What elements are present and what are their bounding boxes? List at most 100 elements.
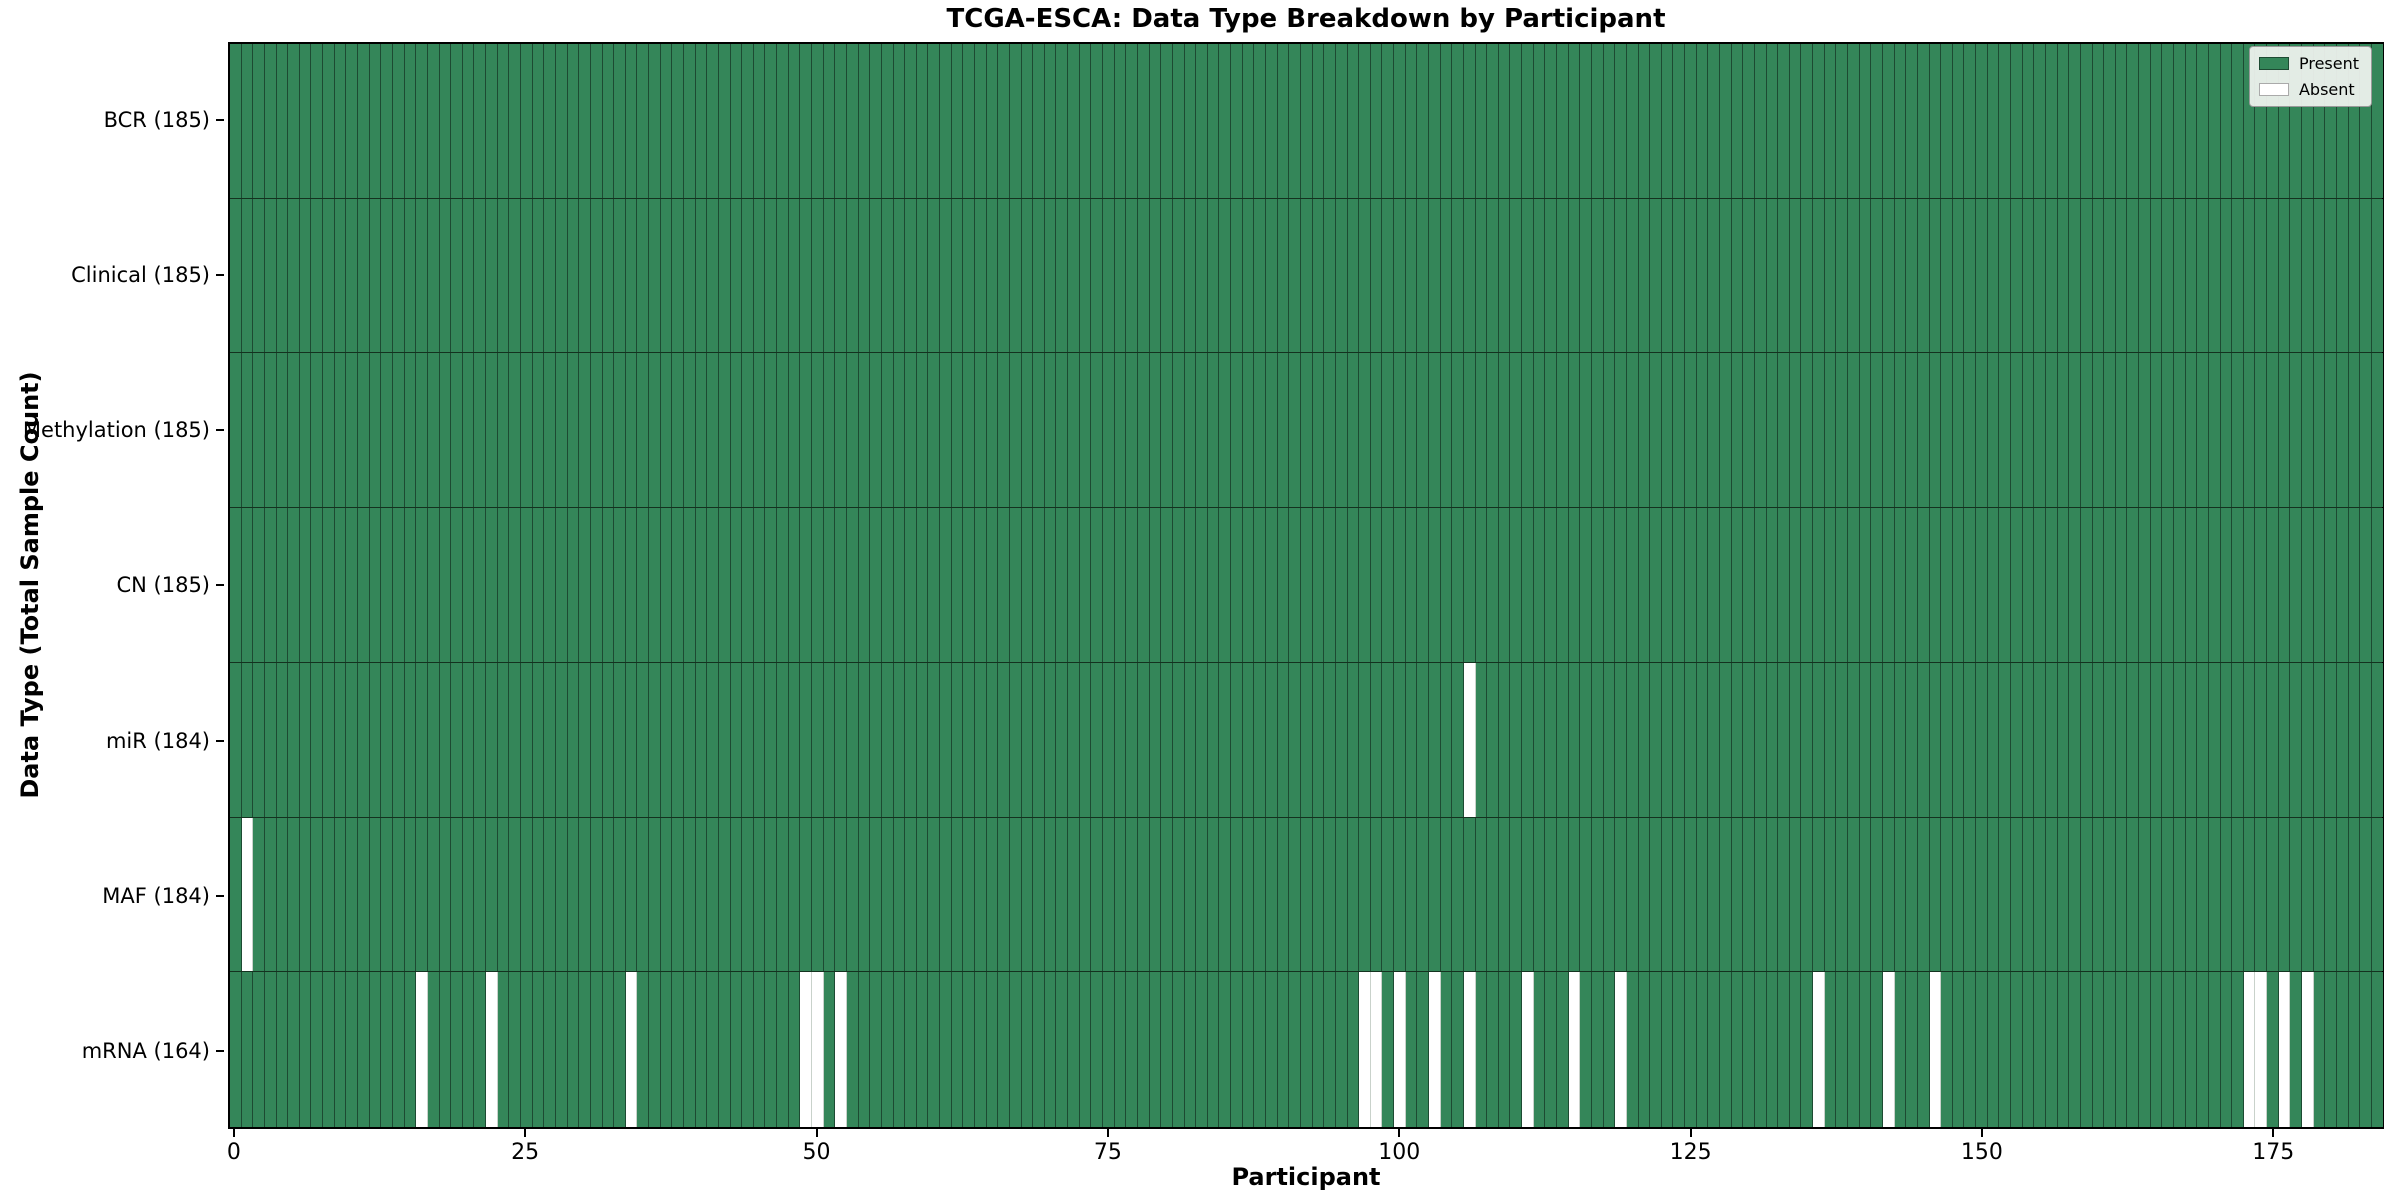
heatmap-cell — [1126, 44, 1138, 198]
heatmap-cell — [1778, 353, 1790, 508]
heatmap-cell — [1720, 972, 1732, 1127]
heatmap-cell — [404, 353, 417, 508]
heatmap-cell — [579, 44, 591, 198]
heatmap-cell — [2360, 817, 2372, 972]
heatmap-cell — [288, 508, 300, 662]
y-tick-BCR: BCR (185) — [0, 42, 226, 197]
heatmap-cell — [1626, 508, 1639, 662]
heatmap-cell — [299, 198, 312, 353]
heatmap-cell — [707, 353, 719, 508]
heatmap-row-miR — [230, 662, 2383, 818]
heatmap-cell — [812, 353, 824, 508]
x-tick-label: 0 — [226, 1140, 241, 1165]
heatmap-cell — [2127, 198, 2140, 353]
heatmap-cell — [1882, 817, 1895, 972]
heatmap-cell — [800, 353, 813, 508]
heatmap-cell — [2325, 972, 2337, 1127]
legend-present-swatch — [2258, 57, 2289, 70]
heatmap-cell — [1068, 353, 1080, 508]
heatmap-cell — [276, 353, 289, 508]
heatmap-cell — [951, 353, 964, 508]
heatmap-cell — [986, 198, 999, 353]
heatmap-cell — [1231, 662, 1243, 817]
heatmap-cell — [800, 662, 813, 817]
heatmap-cell — [975, 198, 987, 353]
x-tick-label: 25 — [511, 1140, 540, 1165]
heatmap-cell — [1196, 198, 1208, 353]
heatmap-cell — [253, 662, 265, 817]
heatmap-cell — [788, 198, 801, 353]
heatmap-cell — [1917, 662, 1930, 817]
heatmap-cell — [2150, 972, 2163, 1127]
heatmap-cell — [1638, 972, 1651, 1127]
heatmap-cell — [707, 198, 719, 353]
heatmap-cell — [2069, 198, 2081, 353]
heatmap-cell — [777, 972, 789, 1127]
heatmap-cell — [1324, 44, 1336, 198]
heatmap-cell — [1428, 198, 1441, 353]
heatmap-cell — [1347, 44, 1360, 198]
heatmap-cell — [462, 198, 475, 353]
heatmap-cell — [474, 817, 487, 972]
heatmap-cell — [1580, 972, 1592, 1127]
heatmap-cell — [2243, 198, 2256, 353]
heatmap-cell — [1650, 44, 1662, 198]
x-tick-label: 175 — [2252, 1140, 2295, 1165]
heatmap-cell — [1626, 198, 1639, 353]
heatmap-cell — [905, 508, 917, 662]
heatmap-cell — [683, 353, 696, 508]
heatmap-cell — [1452, 44, 1464, 198]
heatmap-cell — [2313, 662, 2326, 817]
heatmap-cell — [1673, 353, 1686, 508]
heatmap-cell — [1417, 662, 1429, 817]
x-tick-mark — [2272, 1129, 2275, 1137]
heatmap-cell — [2069, 44, 2081, 198]
heatmap-cell — [346, 353, 359, 508]
heatmap-plot — [228, 42, 2384, 1129]
heatmap-cell — [660, 198, 673, 353]
heatmap-cell — [1172, 508, 1185, 662]
heatmap-cell — [916, 972, 929, 1127]
heatmap-cell — [1487, 198, 1499, 353]
heatmap-cell — [1720, 662, 1732, 817]
heatmap-cell — [1149, 353, 1162, 508]
heatmap-cell — [2313, 508, 2326, 662]
heatmap-cell — [1522, 198, 1534, 353]
heatmap-cell — [1999, 817, 2012, 972]
heatmap-cell — [567, 353, 580, 508]
heatmap-cell — [2173, 44, 2186, 198]
heatmap-cell — [1370, 198, 1383, 353]
heatmap-cell — [311, 662, 324, 817]
heatmap-cell — [2255, 662, 2268, 817]
heatmap-cell — [2197, 508, 2209, 662]
heatmap-cell — [1324, 353, 1336, 508]
heatmap-cell — [2267, 662, 2279, 817]
heatmap-cell — [881, 508, 894, 662]
heatmap-cell — [1394, 198, 1406, 353]
heatmap-cell — [2255, 508, 2268, 662]
heatmap-cell — [381, 198, 393, 353]
heatmap-cell — [823, 44, 836, 198]
heatmap-cell — [893, 353, 906, 508]
heatmap-cell — [2197, 198, 2209, 353]
heatmap-cell — [765, 817, 778, 972]
heatmap-cell — [2302, 44, 2314, 198]
heatmap-cell — [2185, 508, 2198, 662]
heatmap-cell — [1417, 198, 1429, 353]
heatmap-cell — [2232, 44, 2244, 198]
heatmap-cell — [1987, 353, 2000, 508]
heatmap-cell — [1266, 508, 1278, 662]
heatmap-cell — [1335, 817, 1348, 972]
heatmap-cell — [602, 662, 615, 817]
heatmap-cell — [893, 817, 906, 972]
heatmap-cell — [1068, 662, 1080, 817]
heatmap-cell — [230, 353, 242, 508]
heatmap-cell — [1324, 817, 1336, 972]
heatmap-cell — [637, 508, 650, 662]
heatmap-cell — [940, 198, 952, 353]
heatmap-cell — [1650, 353, 1662, 508]
heatmap-cell — [695, 353, 708, 508]
heatmap-cell — [276, 508, 289, 662]
heatmap-cell — [451, 353, 463, 508]
heatmap-cell — [2243, 353, 2256, 508]
